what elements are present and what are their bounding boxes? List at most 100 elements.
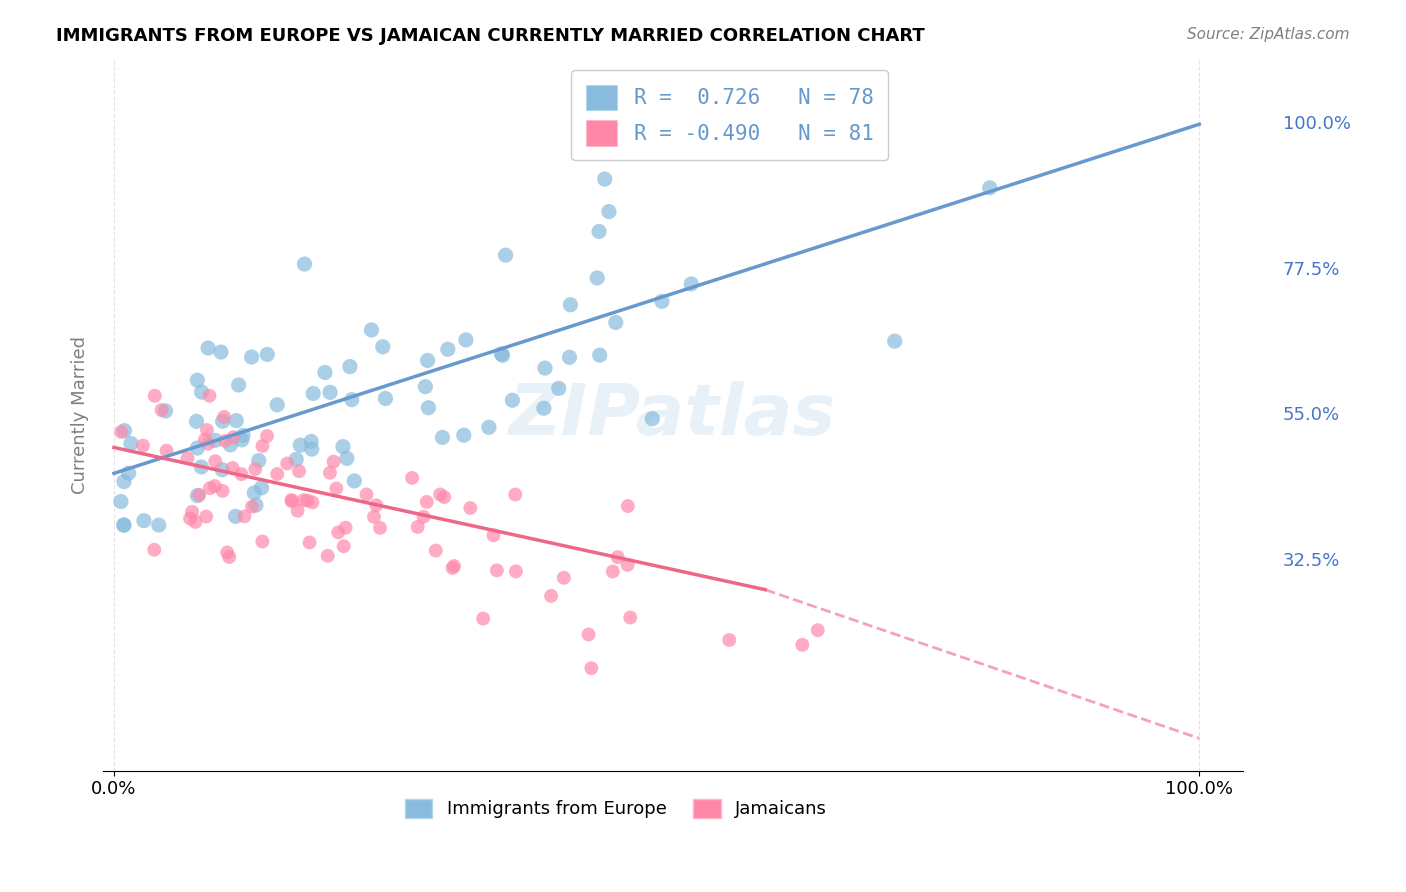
Point [681,277,703,291]
Point [443,559,465,574]
Point [328,525,350,540]
Point [432,430,454,444]
Point [641,411,664,425]
Point [547,381,569,395]
Point [505,565,527,579]
Point [534,361,557,376]
Legend: Immigrants from Europe, Jamaicans: Immigrants from Europe, Jamaicans [398,792,834,826]
Point [578,627,600,641]
Text: 32.5%: 32.5% [1282,551,1340,570]
Point [186,489,208,503]
Point [325,482,347,496]
Point [256,347,278,361]
Point [287,504,309,518]
Point [256,429,278,443]
Point [651,294,673,309]
Point [211,483,233,498]
Point [198,481,221,495]
Point [343,474,366,488]
Point [593,172,616,186]
Point [197,436,219,450]
Point [492,348,515,362]
Point [110,494,132,508]
Point [495,248,517,262]
Point [194,433,217,447]
Point [606,550,628,565]
Point [472,612,495,626]
Point [190,385,212,400]
Point [294,257,316,271]
Point [374,392,396,406]
Point [143,389,166,403]
Point [212,409,235,424]
Point [433,490,456,504]
Point [429,487,451,501]
Point [197,341,219,355]
Point [132,514,155,528]
Point [807,623,830,637]
Point [243,486,266,500]
Point [150,403,173,417]
Point [340,392,363,407]
Point [416,495,439,509]
Point [209,345,232,359]
Point [143,542,166,557]
Point [155,404,177,418]
Point [401,471,423,485]
Point [186,373,208,387]
Point [198,389,221,403]
Point [616,558,638,572]
Text: Source: ZipAtlas.com: Source: ZipAtlas.com [1187,27,1350,42]
Text: ZIPatlas: ZIPatlas [509,381,837,450]
Point [240,500,263,514]
Point [540,589,562,603]
Point [118,467,141,481]
Point [322,455,344,469]
Point [292,493,315,508]
Point [148,518,170,533]
Point [297,493,319,508]
Point [316,549,339,563]
Point [586,271,609,285]
Point [883,334,905,348]
Point [186,441,208,455]
Point [454,333,477,347]
Point [280,493,302,508]
Point [225,414,247,428]
Point [605,315,627,329]
Point [190,460,212,475]
Point [501,393,523,408]
Point [211,414,233,428]
Point [221,461,243,475]
Point [276,457,298,471]
Point [416,353,439,368]
Point [285,452,308,467]
Point [290,438,312,452]
Point [319,466,342,480]
Text: 55.0%: 55.0% [1282,406,1340,425]
Point [368,521,391,535]
Point [598,204,620,219]
Point [336,451,359,466]
Point [217,545,239,559]
Point [204,479,226,493]
Point [184,515,207,529]
Point [425,543,447,558]
Point [589,348,612,362]
Point [214,434,236,448]
Point [553,571,575,585]
Point [406,520,429,534]
Point [718,632,741,647]
Point [298,535,321,549]
Point [302,386,325,401]
Point [314,366,336,380]
Point [339,359,361,374]
Point [299,434,322,449]
Point [301,442,323,456]
Point [245,462,267,476]
Point [301,495,323,509]
Point [460,501,482,516]
Point [112,475,135,489]
Point [558,351,581,365]
Point [195,423,218,437]
